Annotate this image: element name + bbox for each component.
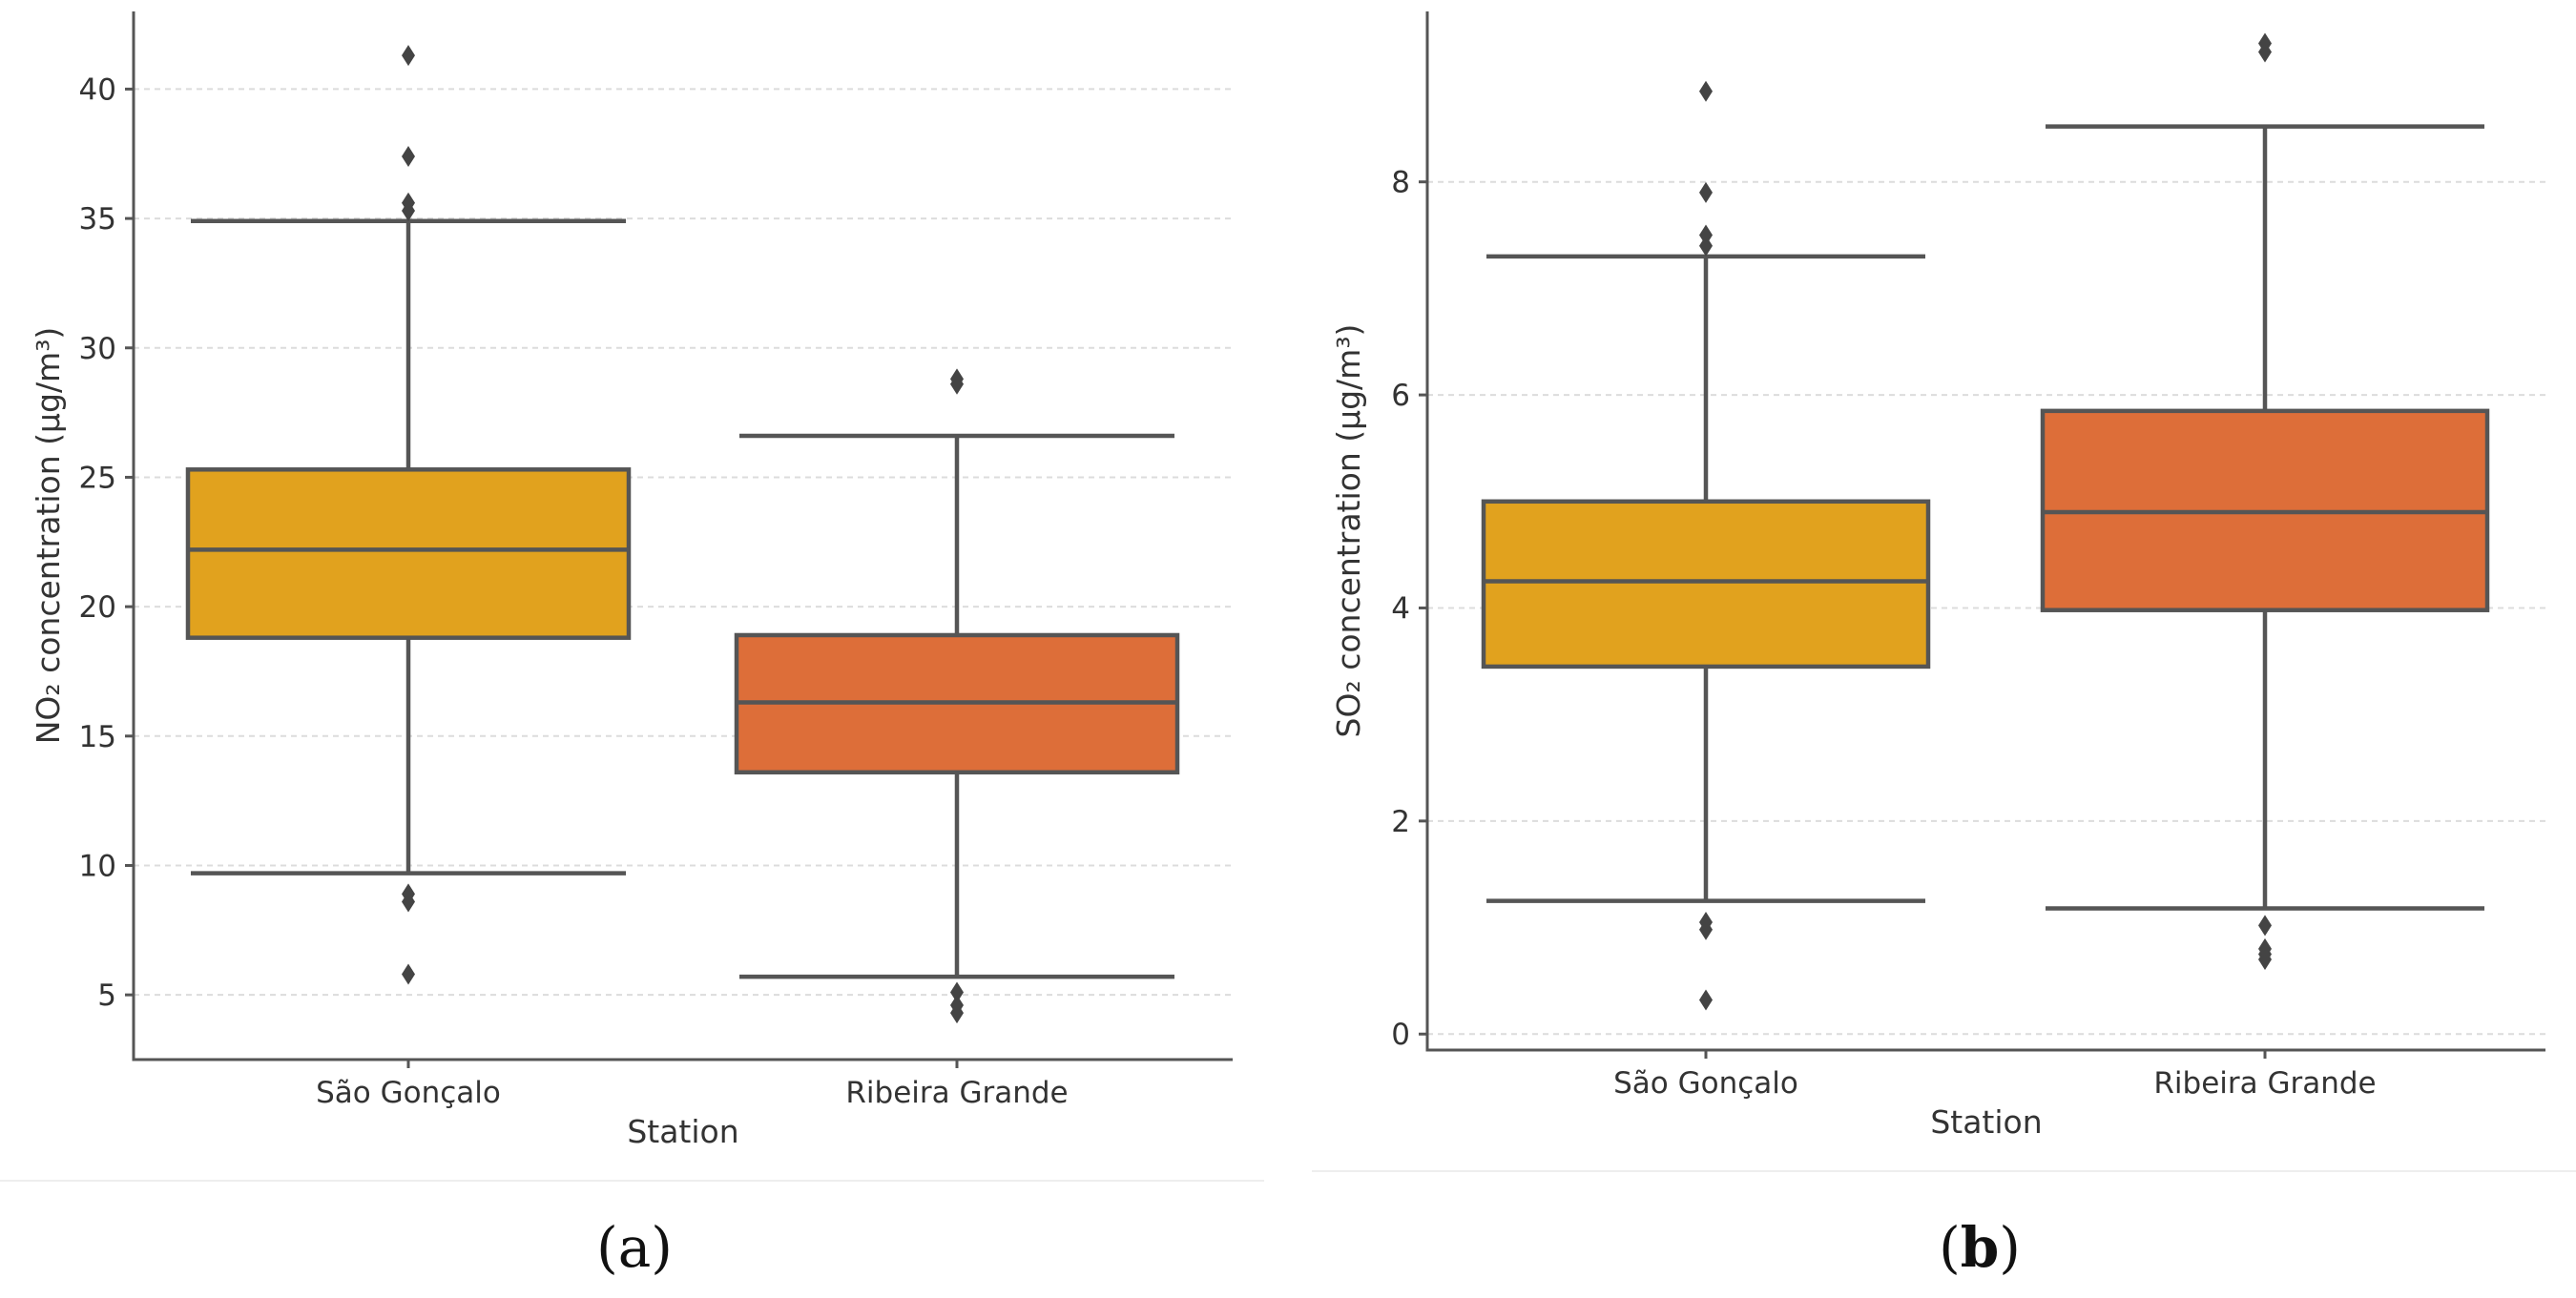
chart0-x-axis-title: Station (627, 1113, 738, 1150)
outlier-point (1699, 80, 1713, 102)
iqr-box (1481, 499, 1931, 670)
outlier-point (1699, 989, 1713, 1011)
outlier-point (950, 1002, 964, 1024)
box-chart0-1 (734, 368, 1180, 1024)
chart0-x-tick-label: Ribeira Grande (845, 1076, 1068, 1110)
outlier-point (402, 45, 415, 67)
outlier-point (402, 963, 415, 985)
chart1-y-tick-label: 0 (1391, 1018, 1410, 1052)
outlier-point (1699, 235, 1713, 257)
chart1-y-tick-label: 4 (1391, 591, 1410, 626)
chart1-x-tick-label: Ribeira Grande (2153, 1066, 2376, 1101)
outlier-point (2258, 41, 2272, 63)
chart0-y-tick-label: 15 (79, 720, 116, 754)
outlier-point (402, 199, 415, 221)
outlier-point (1699, 181, 1713, 203)
chart0-x-tick-label: São Gonçalo (316, 1076, 501, 1110)
chart1-y-axis-title: SO₂ concentration (μg/m³) (1330, 324, 1367, 738)
iqr-box (185, 467, 632, 640)
no2-chart: 5 10 15 20 25 30 35 40 São Gonçalo Ribeira Grande… (30, 11, 1233, 1150)
outlier-point (2258, 949, 2272, 971)
chart0-y-tick-label: 40 (79, 72, 116, 107)
box-chart0-0 (185, 45, 632, 985)
chart1-x-axis-title: Station (1930, 1103, 2042, 1141)
panel-label-a: (a) (596, 1215, 673, 1280)
chart1-y-tick-label: 6 (1391, 379, 1410, 413)
outlier-point (1699, 224, 1713, 246)
chart0-y-axis-title: NO₂ concentration (μg/m³) (30, 327, 67, 745)
outlier-point (950, 981, 964, 1003)
chart1-y-tick-label: 8 (1391, 166, 1410, 200)
chart0-y-tick-label: 10 (79, 849, 116, 883)
chart0-y-tick-label: 30 (79, 332, 116, 366)
chart0-y-tick-label: 35 (79, 202, 116, 237)
chart1-y-tick-label: 2 (1391, 805, 1410, 839)
box-chart1-1 (2040, 32, 2490, 971)
box-chart1-0 (1481, 80, 1931, 1011)
outlier-point (402, 145, 415, 167)
chart1-x-tick-label: São Gonçalo (1613, 1066, 1798, 1101)
chart0-y-tick-label: 25 (79, 461, 116, 495)
panel-label-b: (b) (1939, 1215, 2021, 1280)
outlier-point (950, 373, 964, 395)
outlier-point (2258, 915, 2272, 937)
outlier-point (1699, 918, 1713, 940)
chart0-y-tick-label: 20 (79, 590, 116, 625)
chart0-axes (132, 11, 1233, 1061)
chart1-axes (1425, 11, 2545, 1052)
so2-chart: 0 2 4 6 8 São Gonçalo Ribeira Grande Station SO₂… (1330, 11, 2545, 1141)
outlier-point (402, 891, 415, 913)
chart0-y-tick-label: 5 (97, 979, 116, 1013)
